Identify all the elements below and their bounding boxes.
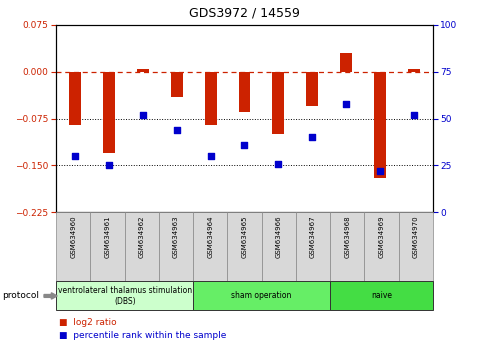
- Text: GSM634970: GSM634970: [412, 216, 418, 258]
- Text: GDS3972 / 14559: GDS3972 / 14559: [189, 6, 299, 19]
- Text: GSM634967: GSM634967: [309, 216, 315, 258]
- Bar: [272, 72, 284, 134]
- Text: protocol: protocol: [2, 291, 40, 301]
- Text: GSM634965: GSM634965: [241, 216, 247, 258]
- Bar: [69, 72, 81, 125]
- Point: [172, 127, 180, 133]
- Text: GSM634962: GSM634962: [139, 216, 144, 258]
- Bar: [204, 72, 216, 125]
- Point: [342, 101, 349, 107]
- Point: [105, 163, 113, 169]
- Bar: [137, 69, 148, 72]
- Point: [206, 153, 214, 159]
- Text: ventrolateral thalamus stimulation
(DBS): ventrolateral thalamus stimulation (DBS): [58, 286, 191, 306]
- Bar: [373, 72, 386, 178]
- Point: [139, 112, 146, 118]
- Point: [375, 168, 383, 174]
- Text: GSM634960: GSM634960: [70, 216, 76, 258]
- Text: GSM634966: GSM634966: [275, 216, 281, 258]
- Bar: [340, 53, 351, 72]
- Text: ■  log2 ratio: ■ log2 ratio: [59, 318, 116, 327]
- Point: [409, 112, 417, 118]
- Bar: [407, 69, 419, 72]
- Text: GSM634964: GSM634964: [207, 216, 213, 258]
- Text: GSM634969: GSM634969: [378, 216, 384, 258]
- Point: [274, 161, 282, 166]
- Text: GSM634963: GSM634963: [173, 216, 179, 258]
- Bar: [170, 72, 182, 97]
- Text: GSM634961: GSM634961: [104, 216, 110, 258]
- Point: [71, 153, 79, 159]
- Point: [308, 135, 316, 140]
- Point: [240, 142, 248, 148]
- Bar: [306, 72, 318, 106]
- Bar: [102, 72, 115, 153]
- Bar: [238, 72, 250, 112]
- Text: GSM634968: GSM634968: [344, 216, 349, 258]
- Text: naive: naive: [370, 291, 391, 301]
- Text: sham operation: sham operation: [231, 291, 291, 301]
- Text: ■  percentile rank within the sample: ■ percentile rank within the sample: [59, 331, 225, 340]
